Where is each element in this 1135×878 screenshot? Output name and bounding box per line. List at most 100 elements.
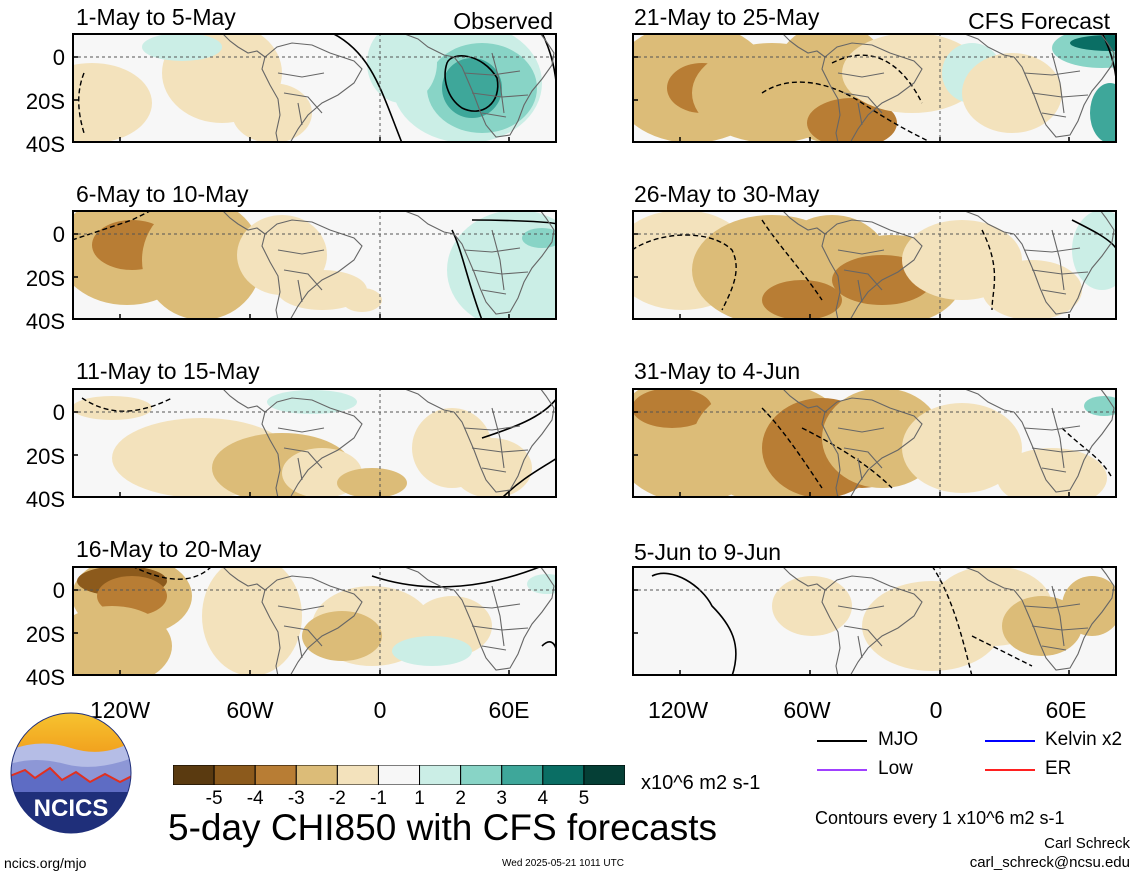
coastline — [837, 72, 885, 78]
map-canvas — [72, 388, 557, 498]
contour-dashed — [761, 407, 823, 489]
coastline — [961, 566, 1015, 591]
anomaly-region — [762, 280, 842, 320]
colorbar-tick-label: -1 — [370, 788, 387, 809]
coastline — [857, 635, 863, 659]
coastline — [453, 388, 555, 493]
xlabel-left-60w: 60W — [226, 697, 274, 723]
map-panel-right-3 — [632, 388, 1117, 498]
coastline — [261, 589, 281, 676]
map-frame — [632, 210, 1117, 320]
coastline — [821, 56, 841, 143]
coastline — [781, 210, 826, 235]
legend-label-mjo: MJO — [878, 729, 919, 750]
contour-dashed — [931, 566, 973, 676]
contour-dashed — [761, 81, 933, 143]
ylabel-l3-20s: 20S — [25, 444, 65, 469]
coastline — [491, 407, 505, 469]
coastline — [283, 269, 323, 291]
coastline — [1041, 112, 1067, 118]
coastline — [277, 249, 325, 255]
anomaly-region — [267, 390, 357, 414]
coastline — [221, 388, 266, 413]
panel-title-left-4: 16-May to 20-May — [76, 536, 262, 562]
colorbar-tick-label: -4 — [246, 788, 264, 809]
anomaly-region — [72, 396, 152, 420]
coastline — [857, 457, 863, 481]
contour-dashed — [971, 635, 1033, 667]
coastline — [453, 566, 555, 671]
ylabel-l1-40s: 40S — [25, 132, 65, 157]
contour-solid — [444, 55, 499, 112]
anomaly-region — [452, 438, 532, 498]
coastline — [277, 427, 325, 433]
coastline — [961, 33, 1015, 58]
map-canvas — [632, 210, 1117, 320]
map-canvas — [632, 33, 1117, 143]
coastline — [401, 210, 455, 235]
ylabel-l1-0: 0 — [52, 45, 65, 70]
map-canvas — [72, 210, 557, 320]
map-panel-right-1 — [632, 33, 1117, 143]
coastline — [837, 427, 885, 433]
footer-author: Carl Schreck — [1044, 835, 1130, 852]
contour-solid — [651, 572, 737, 676]
legend-swatch-er — [985, 769, 1035, 771]
coastline — [1041, 645, 1067, 651]
anomaly-region — [632, 388, 712, 428]
observed-label: Observed — [453, 8, 553, 34]
coastline — [1041, 289, 1067, 295]
coastline — [264, 219, 363, 320]
coastline — [1013, 388, 1115, 493]
colorbar-tick-label: -5 — [205, 788, 223, 809]
coastline — [261, 411, 281, 498]
coastline — [261, 56, 281, 143]
coastline — [1023, 603, 1081, 609]
coastline — [491, 585, 505, 647]
coastline — [283, 447, 323, 469]
coastline — [221, 210, 266, 235]
map-panel-left-4 — [72, 566, 557, 676]
xlabel-right-60w: 60W — [783, 697, 831, 723]
map-frame — [72, 33, 557, 143]
colorbar-tick-label: 1 — [414, 788, 425, 809]
coastline — [1041, 467, 1067, 473]
xlabel-right-60e: 60E — [1045, 697, 1087, 723]
coastline — [821, 233, 841, 320]
map-panel-left-1 — [72, 33, 557, 143]
contour-dashed — [81, 397, 173, 412]
coastline — [857, 279, 863, 303]
ylabel-l3-0: 0 — [52, 400, 65, 425]
coastline — [463, 70, 521, 76]
coastline — [463, 425, 521, 431]
map-canvas — [632, 566, 1117, 676]
colorbar-tick-label: 4 — [537, 788, 549, 809]
coastline — [824, 219, 923, 320]
coastline — [1051, 52, 1065, 114]
coastline — [961, 388, 1015, 413]
coastline — [1051, 407, 1065, 469]
coastline — [491, 52, 505, 114]
coastline — [1023, 425, 1081, 431]
anomaly-region — [142, 210, 262, 320]
coastline — [221, 33, 266, 58]
map-frame — [632, 33, 1117, 143]
colorbar — [172, 764, 626, 790]
xlabel-right-120w: 120W — [647, 697, 709, 723]
anomaly-region — [1002, 596, 1082, 656]
colorbar-cell — [542, 764, 585, 786]
panel-title-left-2: 6-May to 10-May — [76, 181, 249, 207]
coastline — [824, 397, 923, 498]
forecast-label: CFS Forecast — [968, 8, 1110, 34]
coastline — [264, 397, 363, 498]
map-frame — [632, 566, 1117, 676]
coastline — [824, 42, 923, 143]
colorbar-cell — [254, 764, 297, 786]
coastline — [843, 269, 883, 291]
legend-label-kelvin: Kelvin x2 — [1045, 729, 1123, 750]
coastline — [837, 605, 885, 611]
panel-title-left-1: 1-May to 5-May — [76, 4, 236, 30]
coastline — [824, 575, 923, 676]
colorbar-tick-label: -3 — [287, 788, 305, 809]
ylabel-l3-40s: 40S — [25, 487, 65, 512]
